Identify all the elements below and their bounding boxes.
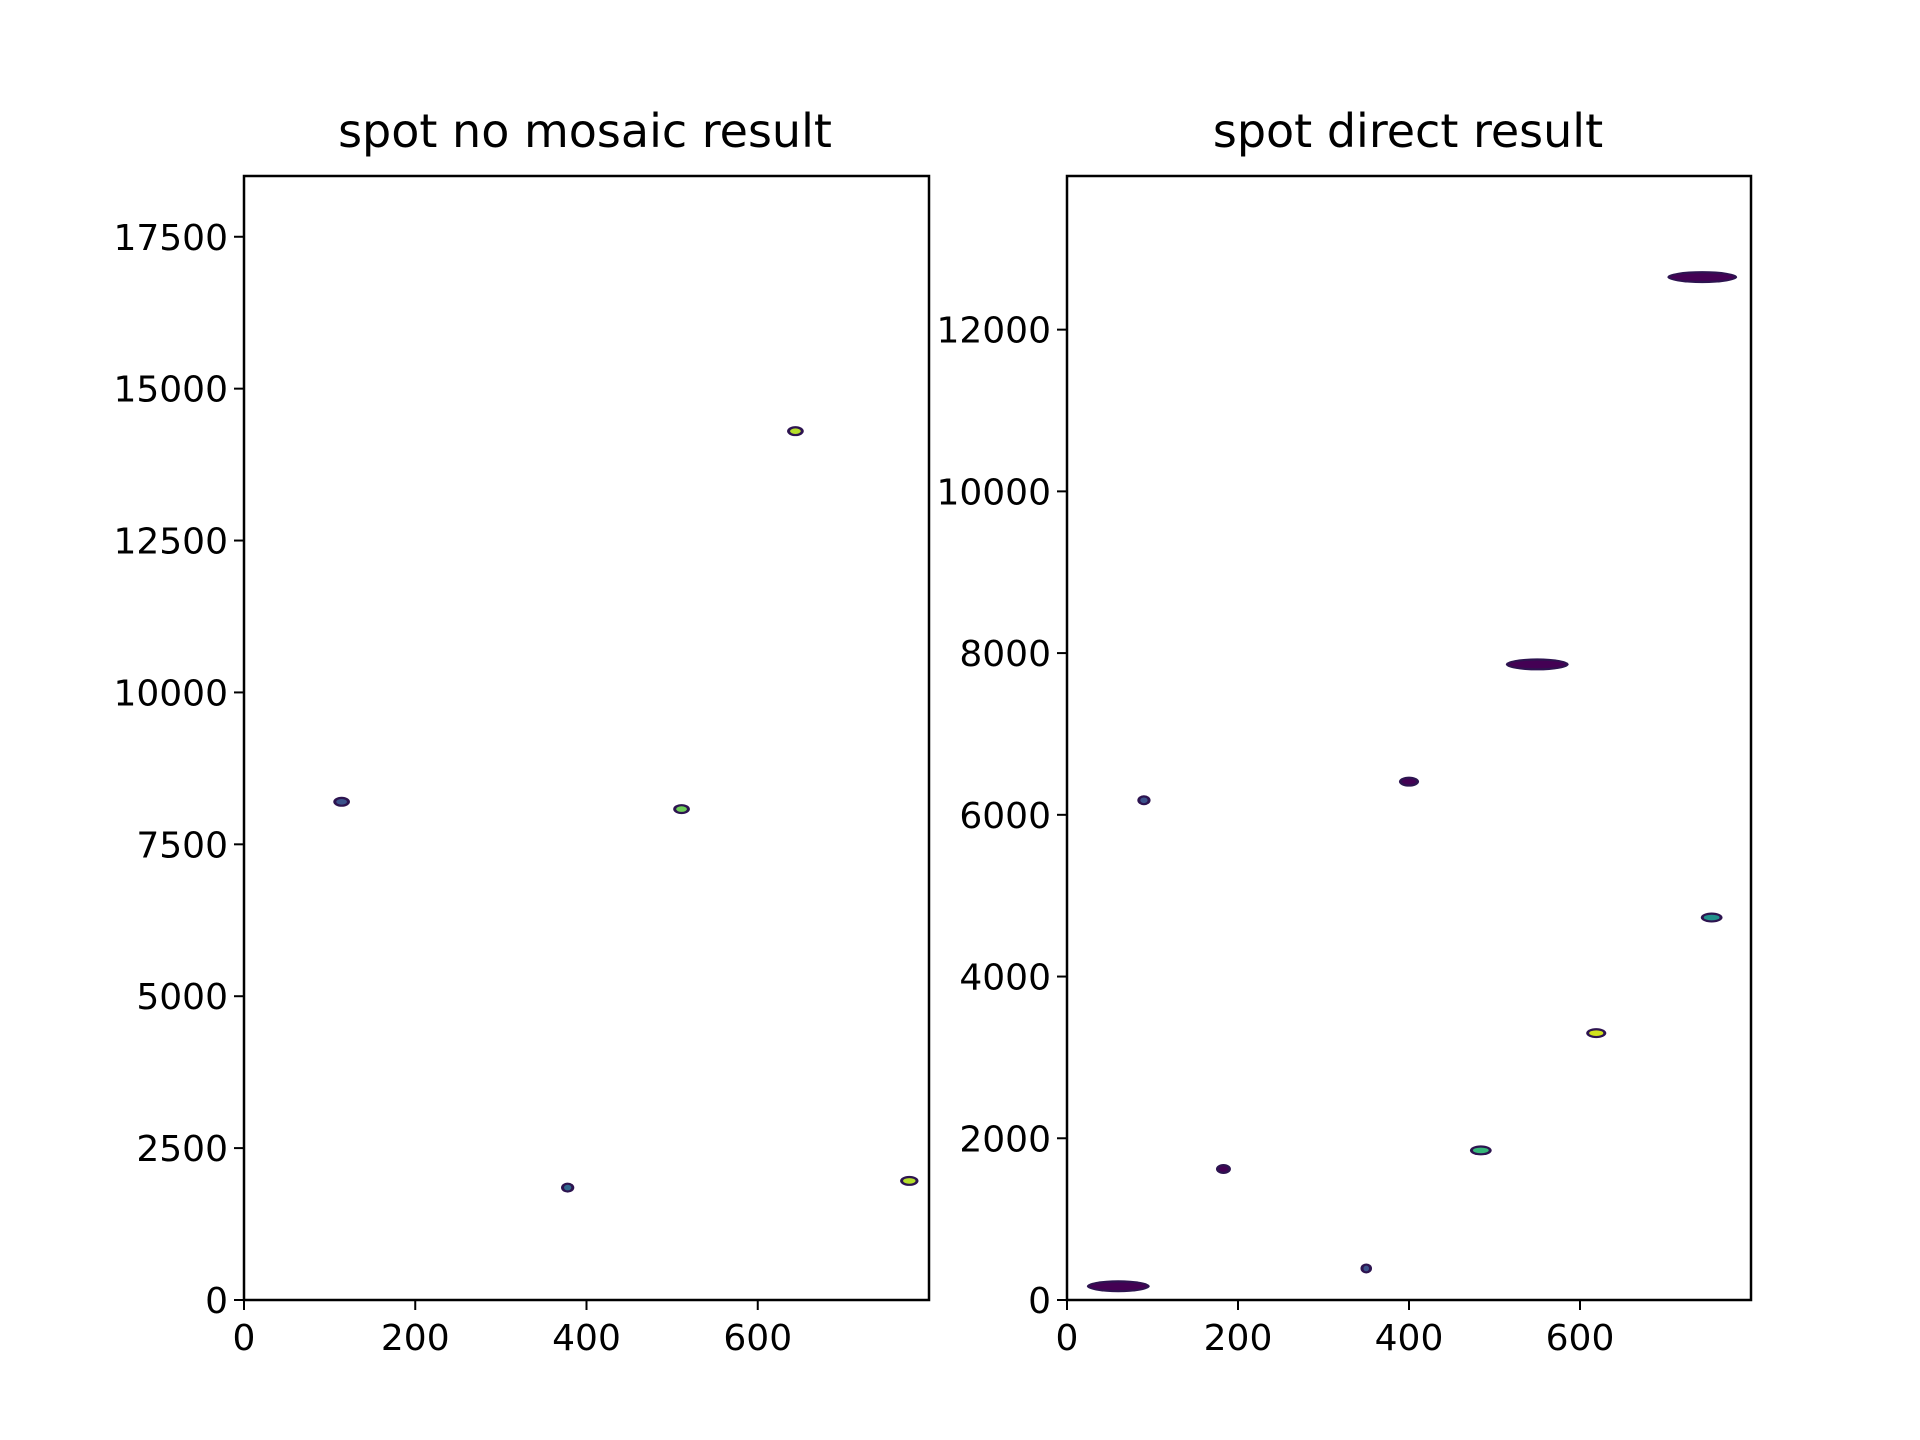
x-tick-label-right-0: 0 [1056,1318,1079,1359]
markers-left [333,426,919,1193]
data-point-left-1 [561,1182,575,1193]
panel-right: spot direct result 0 200 400 60002000400060… [936,104,1753,1359]
x-tick-label-right-3: 600 [1546,1318,1615,1359]
y-tick-label-right-1: 2000 [959,1119,1051,1160]
data-point-right-3 [1360,1263,1373,1274]
data-point-right-9 [1667,271,1738,284]
data-point-right-8 [1700,912,1723,923]
data-point-right-7 [1586,1028,1607,1039]
data-point-right-5 [1469,1145,1492,1156]
y-tick-label-left-5: 12500 [113,522,228,563]
data-point-left-0 [333,796,350,807]
x-tick-label-left-0: 0 [233,1318,256,1359]
x-tick-label-right-1: 200 [1204,1318,1273,1359]
data-point-right-2 [1215,1164,1231,1175]
y-tick-label-right-6: 12000 [936,311,1051,352]
y-tick-label-left-0: 0 [205,1281,228,1322]
chart-title-right: spot direct result [1213,104,1603,158]
x-tick-label-left-2: 400 [552,1318,621,1359]
data-point-right-6 [1505,658,1569,671]
y-tick-label-right-3: 6000 [959,796,1051,837]
data-point-left-2 [673,804,690,815]
y-tick-label-left-7: 17500 [113,218,228,259]
data-point-left-3 [787,426,804,437]
y-tick-label-right-2: 4000 [959,958,1051,999]
x-tick-label-right-2: 400 [1375,1318,1444,1359]
data-point-right-0 [1086,1280,1150,1293]
data-point-right-1 [1137,795,1151,806]
axes-left: 0 200 400 600 0 2500 5000 7500 10000 12500 15000 17… [113,218,792,1359]
plot-frame-left [242,174,931,1302]
y-tick-label-left-1: 2500 [136,1129,228,1170]
plot-frame-right [1065,174,1753,1302]
x-tick-label-left-1: 200 [381,1318,450,1359]
y-tick-label-left-3: 7500 [136,825,228,866]
markers-right [1086,271,1738,1293]
data-point-right-4 [1398,776,1420,787]
y-tick-label-left-2: 5000 [136,977,228,1018]
y-tick-label-left-4: 10000 [113,673,228,714]
y-tick-label-right-0: 0 [1028,1281,1051,1322]
y-tick-label-right-4: 8000 [959,634,1051,675]
panel-left: spot no mosaic result 0 200 400 600 0 2500 500… [113,104,931,1359]
y-tick-label-left-6: 15000 [113,370,228,411]
x-tick-label-left-3: 600 [723,1318,792,1359]
chart-title-left: spot no mosaic result [338,104,832,158]
data-point-left-4 [900,1175,919,1186]
y-tick-label-right-5: 10000 [936,472,1051,513]
